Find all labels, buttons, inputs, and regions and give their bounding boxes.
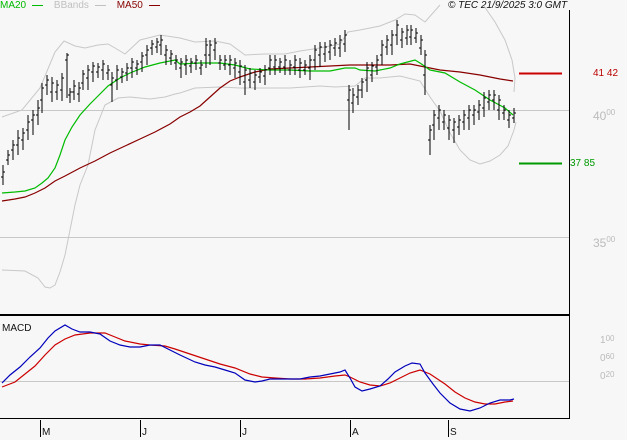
x-label-jul: J: [242, 427, 247, 438]
legend-bbands: BBands: [54, 0, 110, 11]
macd-line: [1, 324, 515, 412]
ohlc-bars: [1, 20, 516, 185]
ma50-line: [1, 63, 514, 202]
x-label-jun: J: [142, 427, 147, 438]
bbands-outer-right: [483, 5, 516, 93]
price-label-resistance: 41 42: [593, 68, 619, 79]
x-label-aug: A: [352, 427, 359, 438]
macd-label-100: 100: [600, 334, 615, 346]
price-label-support: 37 85: [570, 158, 596, 169]
legend-ma50: MA50: [117, 0, 164, 11]
macd-label-060: 060: [600, 352, 615, 364]
price-label-35: 3500: [593, 235, 616, 250]
macd-panel-title: MACD: [2, 323, 32, 334]
price-label-40: 4000: [593, 108, 616, 123]
bbands-lower: [1, 75, 517, 289]
macd-signal-line: [1, 332, 514, 405]
legend-ma20: MA20: [0, 0, 47, 11]
x-label-may: M: [42, 427, 51, 438]
ma20-line: [1, 59, 514, 194]
copyright-timestamp: © TEC 21/9/2025 3:0 GMT: [448, 0, 568, 11]
x-label-sep: S: [450, 427, 457, 438]
macd-label-020: 020: [600, 370, 615, 382]
chart-legend: MA20 BBands MA50: [0, 0, 168, 12]
